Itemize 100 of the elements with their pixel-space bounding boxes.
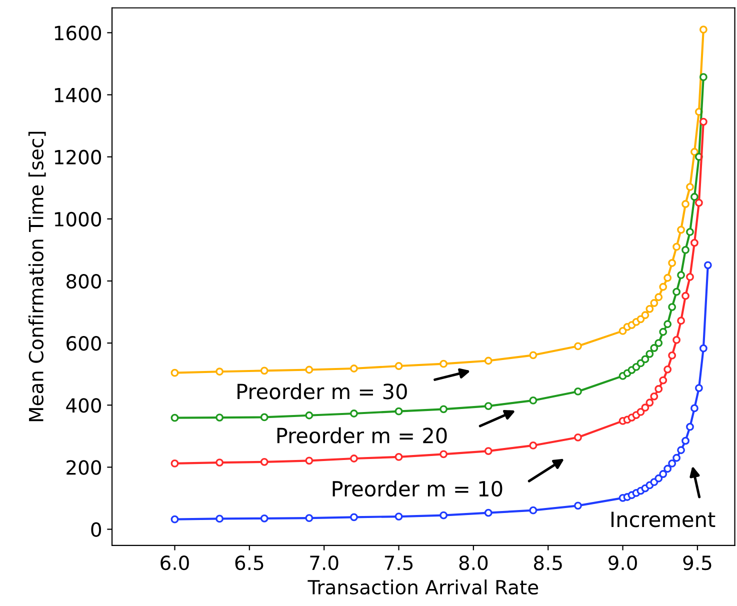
point xyxy=(305,411,314,420)
point xyxy=(529,351,538,360)
point xyxy=(394,452,403,461)
point xyxy=(394,512,403,520)
point xyxy=(668,259,676,267)
point xyxy=(574,433,582,442)
x-tick-label: 6.0 xyxy=(160,555,189,570)
point xyxy=(484,508,492,517)
point xyxy=(216,414,224,422)
x-tick-label: 7.0 xyxy=(310,555,338,570)
point xyxy=(650,392,658,400)
point xyxy=(260,458,268,466)
point xyxy=(672,242,681,251)
x-axis-title: Transaction Arrival Rate xyxy=(308,579,538,595)
point xyxy=(699,73,708,82)
point xyxy=(170,460,179,468)
point xyxy=(170,515,179,524)
point xyxy=(672,288,681,296)
point xyxy=(170,368,179,377)
point xyxy=(350,454,358,462)
point xyxy=(654,474,663,482)
point xyxy=(350,410,358,418)
point xyxy=(529,442,538,450)
point xyxy=(659,328,668,336)
point xyxy=(650,344,658,352)
x-tick-label: 7.5 xyxy=(384,556,413,570)
point xyxy=(677,316,685,325)
point xyxy=(664,320,672,328)
point xyxy=(574,388,582,396)
point xyxy=(440,511,448,520)
point xyxy=(686,422,694,431)
point xyxy=(350,364,358,372)
point xyxy=(682,436,690,445)
y-tick-label: 1600 xyxy=(54,26,102,40)
point xyxy=(574,502,582,510)
point xyxy=(654,293,663,302)
point xyxy=(672,454,681,462)
point xyxy=(694,198,703,207)
point xyxy=(699,26,708,34)
point xyxy=(305,456,314,465)
point xyxy=(668,352,676,360)
point xyxy=(664,365,672,374)
point xyxy=(484,447,492,456)
y-tick-label: 200 xyxy=(66,460,102,475)
point xyxy=(394,407,403,416)
point xyxy=(704,261,712,270)
point xyxy=(690,148,698,156)
point xyxy=(659,470,668,478)
point xyxy=(690,192,698,201)
point xyxy=(646,350,654,358)
point xyxy=(216,458,224,466)
point xyxy=(260,413,268,422)
y-tick-label: 600 xyxy=(66,336,102,351)
y-tick-label: 1200 xyxy=(54,150,102,165)
point xyxy=(682,200,690,208)
point xyxy=(394,362,403,370)
point xyxy=(529,506,538,514)
point xyxy=(668,460,676,468)
point xyxy=(305,514,314,522)
y-tick-label: 0 xyxy=(91,522,102,537)
point xyxy=(484,402,492,410)
point xyxy=(440,450,448,458)
point xyxy=(646,304,654,313)
point xyxy=(682,292,690,300)
point xyxy=(686,272,694,281)
point xyxy=(305,366,314,374)
y-tick-label: 400 xyxy=(66,398,102,413)
point xyxy=(699,344,708,352)
point xyxy=(654,385,663,393)
point xyxy=(216,514,224,523)
x-tick-label: 8.0 xyxy=(459,555,488,570)
point xyxy=(636,408,645,416)
point xyxy=(690,404,698,412)
point xyxy=(574,342,582,350)
point xyxy=(484,356,492,365)
annotation: Preorder m = 20 xyxy=(277,427,447,444)
point xyxy=(677,271,685,280)
point xyxy=(690,238,698,247)
point xyxy=(641,355,650,364)
point xyxy=(350,513,358,522)
point xyxy=(650,299,658,307)
point xyxy=(664,464,672,473)
point xyxy=(686,228,694,236)
point xyxy=(694,384,703,392)
annotation: Preorder m = 30 xyxy=(238,383,407,400)
point xyxy=(654,339,663,348)
point xyxy=(686,182,694,191)
point xyxy=(529,396,538,404)
x-tick-label: 8.5 xyxy=(534,555,562,570)
point xyxy=(672,336,681,344)
point xyxy=(664,274,672,282)
point xyxy=(646,398,654,407)
point xyxy=(677,226,685,234)
x-tick-label: 6.5 xyxy=(235,555,264,570)
point xyxy=(641,311,650,320)
point xyxy=(699,118,708,126)
y-tick-label: 800 xyxy=(66,274,102,289)
y-axis-title: Mean Confirmation Time [sec] xyxy=(28,132,46,422)
x-tick-label: 9.5 xyxy=(683,555,712,570)
annotation: Increment xyxy=(611,512,716,528)
